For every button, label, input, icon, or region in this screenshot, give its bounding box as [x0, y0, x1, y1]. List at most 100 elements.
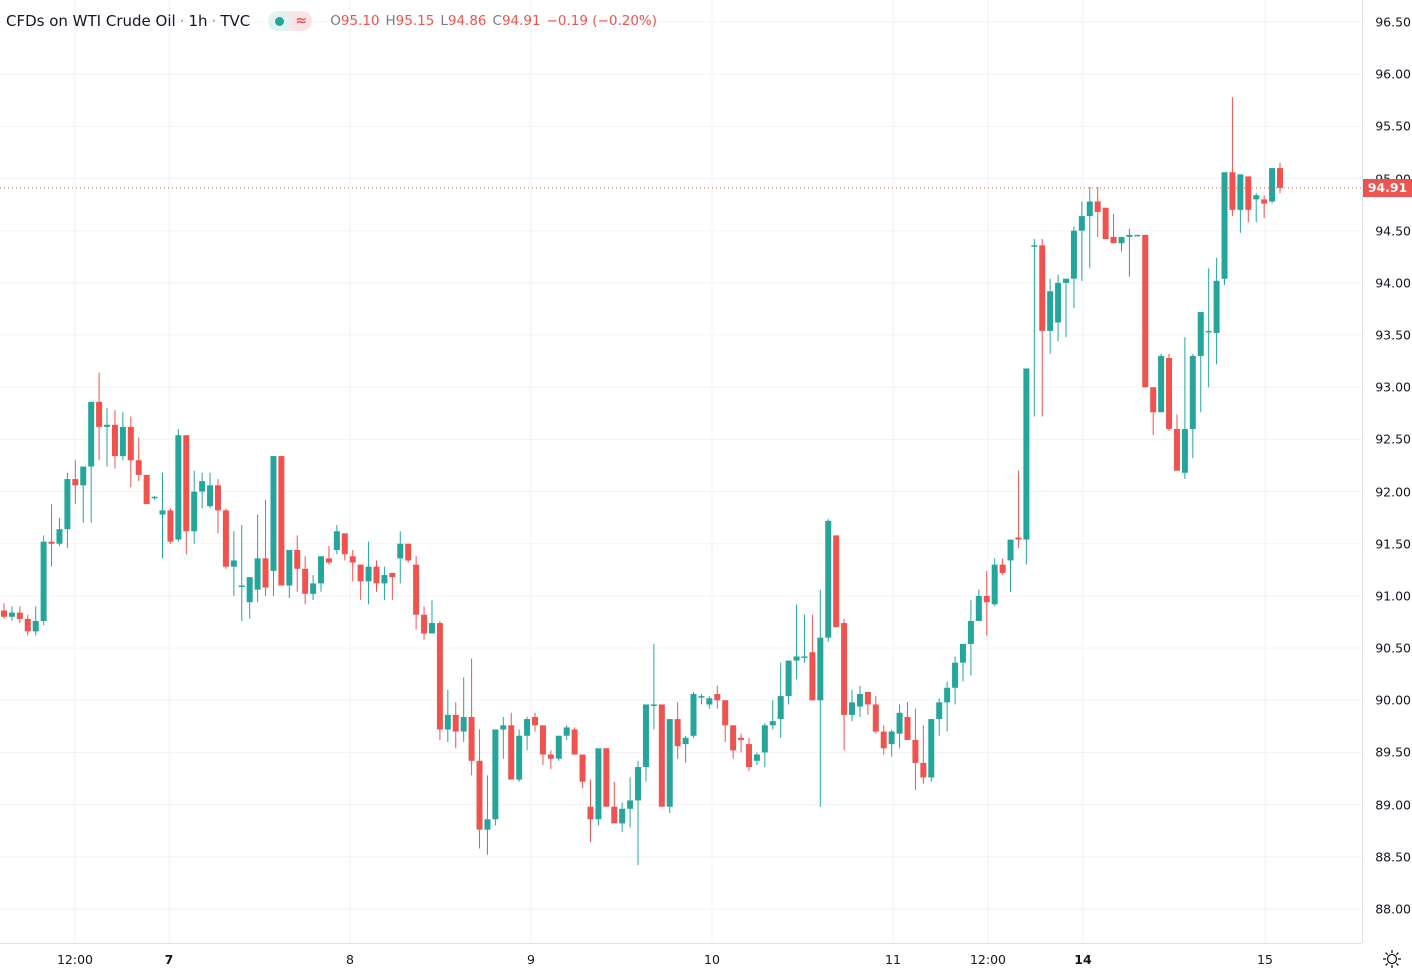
candle	[650, 643, 657, 730]
candle	[745, 737, 752, 772]
candle	[1158, 353, 1165, 413]
candle	[310, 575, 317, 601]
candle	[682, 735, 689, 763]
candle	[444, 689, 451, 743]
candle	[635, 760, 642, 866]
candle	[563, 725, 570, 740]
ohlc-high: H95.15	[385, 13, 435, 29]
time-tick: 7	[164, 952, 174, 967]
interval[interactable]: 1h	[188, 12, 208, 30]
price-tick: 94.00	[1375, 275, 1411, 291]
candle	[809, 614, 816, 701]
candle	[381, 566, 388, 601]
candlestick-chart[interactable]	[0, 0, 1362, 943]
candle	[1126, 228, 1133, 277]
candle	[1094, 186, 1101, 237]
candle	[111, 410, 118, 469]
candle	[587, 779, 594, 843]
candle	[318, 556, 325, 592]
price-tick: 90.00	[1375, 692, 1411, 708]
candle	[611, 781, 618, 824]
candle	[1253, 193, 1260, 223]
candle	[262, 499, 269, 596]
candle	[896, 704, 903, 749]
candle	[207, 472, 214, 509]
candle	[373, 560, 380, 592]
gear-icon[interactable]	[1382, 949, 1402, 969]
candle	[40, 535, 47, 626]
candle	[753, 752, 760, 765]
price-tick: 92.50	[1375, 431, 1411, 447]
candle	[936, 698, 943, 736]
candle	[674, 702, 681, 759]
candle	[571, 727, 578, 755]
candle	[1023, 368, 1030, 565]
candle	[627, 777, 634, 828]
candle	[389, 572, 396, 601]
symbol-name[interactable]: CFDs on WTI Crude Oil	[6, 12, 176, 30]
candle	[825, 518, 832, 642]
candle	[159, 472, 166, 559]
candle	[64, 472, 71, 548]
candle	[500, 716, 507, 759]
ohlc-close: C94.91	[492, 13, 541, 29]
candle	[1245, 176, 1252, 223]
candle	[88, 401, 95, 523]
candle	[1047, 278, 1054, 354]
candle	[325, 545, 332, 565]
candle	[579, 754, 586, 788]
candle	[920, 725, 927, 784]
candle	[1189, 353, 1196, 459]
market-status-badge[interactable]: ≈	[268, 11, 313, 31]
candle	[397, 531, 404, 584]
separator: ·	[179, 12, 185, 30]
candle	[96, 372, 103, 461]
candle	[555, 735, 562, 761]
candle	[119, 412, 126, 461]
candle	[738, 733, 745, 753]
candle	[991, 558, 998, 607]
candle	[1031, 239, 1038, 417]
candle	[619, 802, 626, 832]
candle	[1197, 312, 1204, 413]
candle	[983, 570, 990, 636]
candle	[944, 681, 951, 732]
candle	[761, 723, 768, 768]
candle	[175, 428, 182, 542]
price-tick: 88.50	[1375, 849, 1411, 865]
chart-plot-area[interactable]	[0, 0, 1362, 943]
candle	[817, 589, 824, 807]
candle	[777, 662, 784, 738]
time-axis[interactable]: 12:00 7 8 9 10 11 12:00 14 15	[0, 943, 1362, 971]
candle	[714, 685, 721, 709]
candle	[484, 775, 491, 855]
price-tick: 89.00	[1375, 797, 1411, 813]
candle	[476, 729, 483, 849]
ohlc-change: −0.19 (−0.20%)	[546, 13, 658, 29]
time-tick: 14	[1074, 952, 1092, 967]
candle	[872, 696, 879, 734]
candle	[1142, 234, 1149, 388]
candle	[1070, 226, 1077, 308]
candle	[127, 416, 134, 488]
candle	[413, 556, 420, 630]
price-tick: 91.00	[1375, 588, 1411, 604]
price-tick: 88.00	[1375, 901, 1411, 917]
candle	[302, 556, 309, 605]
candle	[999, 558, 1006, 576]
candle	[928, 719, 935, 782]
candle	[452, 702, 459, 749]
candle	[508, 712, 515, 780]
candle	[183, 435, 190, 555]
candle	[690, 691, 697, 738]
separator: ·	[211, 12, 217, 30]
candle	[912, 708, 919, 791]
candle	[801, 614, 808, 663]
candle	[294, 535, 301, 592]
candle	[904, 702, 911, 740]
candle	[706, 696, 713, 709]
candle	[199, 472, 206, 509]
price-axis[interactable]: 96.5096.0095.5095.0094.5094.0093.5093.00…	[1362, 0, 1412, 943]
candle	[72, 460, 79, 505]
price-tick: 93.00	[1375, 379, 1411, 395]
